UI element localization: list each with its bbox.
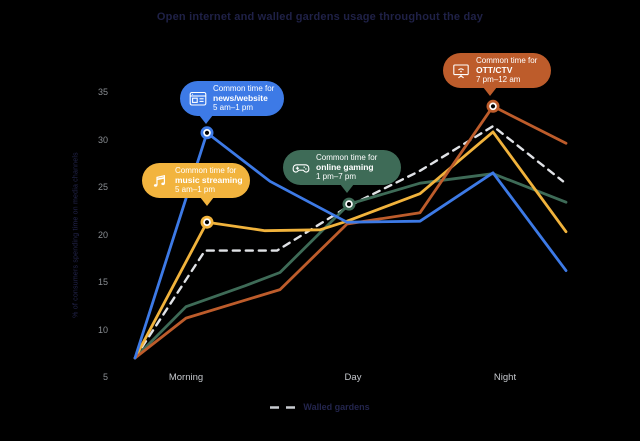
callout-line3: 1 pm–7 pm [316, 172, 357, 182]
callout-tail [199, 115, 213, 124]
callout-tail [340, 184, 354, 193]
x-axis-label-morning: Morning [168, 372, 204, 383]
callout-line1: Common time for [175, 166, 237, 176]
callout-tail [200, 197, 214, 206]
callout-ott-ctv: Common time for OTT/CTV 7 pm–12 am [443, 53, 551, 96]
callout-line1: Common time for [316, 153, 378, 163]
walled-gardens-dash-swatch [270, 405, 297, 409]
legend-label: Walled gardens [303, 402, 370, 412]
callout-line2: OTT/CTV [476, 64, 513, 75]
y-tick-label: 30 [97, 134, 108, 145]
y-tick-label: 15 [97, 277, 108, 287]
y-tick-label: 5 [102, 372, 108, 382]
callout-music-streaming: Common time for music streaming 5 am–1 p… [142, 163, 250, 206]
callout-online-gaming: Common time for online gaming 1 pm–7 pm [283, 150, 401, 193]
callout-line1: Common time for [476, 56, 538, 66]
callout-line3: 5 am–1 pm [175, 185, 216, 195]
gamepad-icon [292, 159, 310, 177]
callout-line3: 5 am–1 pm [213, 103, 254, 113]
series-line [133, 172, 568, 360]
x-axis-label-day: Day [344, 372, 362, 383]
series-line [133, 130, 568, 360]
legend: Walled gardens [0, 402, 640, 412]
callout-tail [483, 87, 497, 96]
callout-line1: Common time for [213, 84, 275, 94]
callout-line2: online gaming [316, 161, 374, 172]
callout-line3: 7 pm–12 am [476, 75, 521, 85]
y-tick-label: 25 [97, 182, 108, 192]
chart-title: Open internet and walled gardens usage t… [156, 11, 484, 23]
series-marker [204, 130, 210, 135]
y-tick-label: 20 [97, 229, 108, 240]
x-axis-label-night: Night [493, 372, 517, 383]
callout-line2: music streaming [175, 174, 243, 185]
browser-icon [189, 90, 207, 108]
y-tick-label: 35 [97, 87, 108, 97]
callout-news-website: Common time for news/website 5 am–1 pm [180, 81, 284, 124]
series-marker [490, 104, 496, 109]
series-marker [346, 202, 352, 207]
music-note-icon [151, 172, 169, 190]
y-tick-label: 10 [97, 324, 108, 335]
callout-line2: news/website [213, 92, 268, 103]
series-marker [204, 220, 210, 225]
ctv-icon [452, 62, 470, 80]
